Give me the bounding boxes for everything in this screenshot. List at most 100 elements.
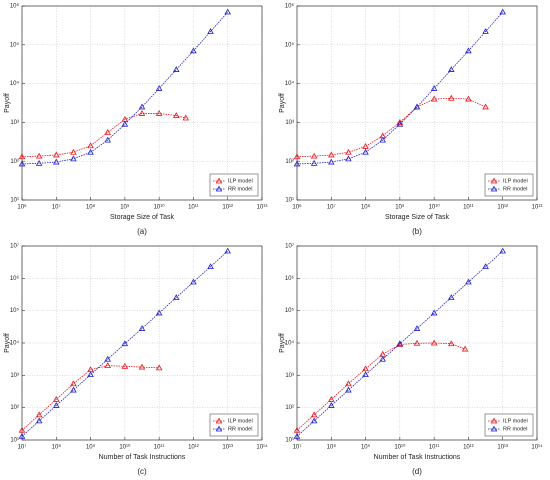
point-marker xyxy=(70,386,77,393)
series-line xyxy=(296,97,486,158)
legend-marker xyxy=(215,185,223,192)
caption: (b) xyxy=(412,227,422,236)
panel: 10⁶ 10⁷ 10⁸ 10⁹ 10¹⁰ 10¹¹ 10¹² 10¹³ 10¹ 10² 10³ 10⁴… xyxy=(279,3,542,237)
point-marker xyxy=(293,432,301,439)
panel: 10⁷ 10⁸ 10⁹ 10¹⁰ 10¹¹ 10¹² 10¹³ 10¹⁴ 10¹ 10² 10³ 10… xyxy=(4,243,268,477)
point-marker xyxy=(447,340,455,347)
x-tick-label: 10⁸ xyxy=(52,444,62,451)
x-tick-label: 10¹⁰ xyxy=(429,204,441,211)
y-tick-label: 10⁷ xyxy=(10,243,19,250)
point-marker xyxy=(104,362,111,369)
plot-area xyxy=(22,6,262,200)
point-marker xyxy=(328,402,335,408)
point-marker xyxy=(430,95,438,102)
point-marker xyxy=(461,345,469,352)
x-tick-label: 10⁹ xyxy=(395,204,405,211)
series-line xyxy=(21,365,160,431)
legend-marker xyxy=(490,185,498,192)
x-tick-label: 10⁷ xyxy=(293,444,302,451)
legend-box xyxy=(209,413,259,437)
legend-box xyxy=(209,173,259,197)
caption: (d) xyxy=(412,467,422,476)
series-line xyxy=(296,250,503,437)
point-marker xyxy=(104,355,111,362)
point-marker xyxy=(35,159,43,166)
point-marker xyxy=(104,136,111,143)
point-marker xyxy=(138,325,146,331)
point-marker xyxy=(18,426,26,433)
legend-marker xyxy=(215,417,223,424)
x-tick-label: 10⁹ xyxy=(361,444,371,451)
legend-label: ILP model xyxy=(228,418,253,424)
x-tick-label: 10¹³ xyxy=(497,445,508,451)
point-marker xyxy=(379,355,386,362)
point-marker xyxy=(224,247,231,254)
plot-frame xyxy=(21,5,263,201)
point-marker xyxy=(328,158,335,165)
point-marker xyxy=(379,136,386,143)
legend-label: ILP model xyxy=(228,178,253,184)
legend-marker xyxy=(490,417,498,424)
x-tick-label: 10¹⁰ xyxy=(119,444,131,451)
point-marker xyxy=(138,103,146,110)
panel: 10⁶ 10⁷ 10⁸ 10⁹ 10¹⁰ 10¹¹ 10¹² 10¹³ 10¹ 10² 10³ 10⁴… xyxy=(4,3,267,237)
y-tick-label: 10¹ xyxy=(10,198,19,204)
legend-label: ILP model xyxy=(503,178,528,184)
y-tick-label: 10³ xyxy=(285,373,294,379)
point-marker xyxy=(70,380,77,387)
x-axis-label: Number of Task Instructions xyxy=(374,454,461,461)
point-marker xyxy=(447,294,455,300)
caption: (a) xyxy=(137,227,147,236)
x-tick-label: 10⁸ xyxy=(327,444,337,451)
x-tick-label: 10¹² xyxy=(222,205,233,211)
point-marker xyxy=(155,364,163,371)
point-marker xyxy=(53,158,60,165)
point-marker xyxy=(465,278,472,285)
point-marker xyxy=(345,380,352,387)
y-axis-label: Payoff xyxy=(279,93,286,113)
point-marker xyxy=(482,28,489,34)
y-tick-label: 10¹ xyxy=(10,438,19,444)
legend-label: RR model xyxy=(228,426,252,432)
x-tick-label: 10¹² xyxy=(463,445,474,451)
point-marker xyxy=(345,155,352,162)
series-line xyxy=(296,11,504,165)
plot-frame xyxy=(296,5,538,201)
x-tick-label: 10¹² xyxy=(188,445,199,451)
point-marker xyxy=(207,28,214,34)
y-tick-label: 10⁶ xyxy=(10,275,20,282)
point-marker xyxy=(172,112,180,118)
x-tick-label: 10¹⁰ xyxy=(394,444,406,451)
point-marker xyxy=(87,148,94,155)
point-marker xyxy=(190,278,197,285)
y-tick-label: 10⁵ xyxy=(285,307,295,314)
y-tick-label: 10⁷ xyxy=(285,243,294,250)
plot-frame xyxy=(296,245,538,441)
point-marker xyxy=(482,263,489,270)
point-marker xyxy=(310,417,318,424)
point-marker xyxy=(328,395,335,402)
legend-box xyxy=(484,413,534,437)
x-tick-label: 10⁷ xyxy=(18,444,27,451)
y-tick-label: 10⁶ xyxy=(285,275,295,282)
point-marker xyxy=(35,152,43,159)
point-marker xyxy=(447,94,455,101)
y-tick-label: 10² xyxy=(10,159,19,165)
point-marker xyxy=(53,402,60,408)
point-marker xyxy=(430,85,438,91)
series-line xyxy=(21,113,186,158)
series-line xyxy=(296,342,466,431)
x-tick-label: 10¹¹ xyxy=(429,445,440,451)
point-marker xyxy=(345,386,352,393)
point-marker xyxy=(121,362,129,369)
point-marker xyxy=(190,47,197,54)
point-marker xyxy=(499,247,506,254)
point-marker xyxy=(121,340,129,347)
legend-label: RR model xyxy=(503,186,527,192)
point-marker xyxy=(35,417,43,424)
point-marker xyxy=(430,339,438,346)
point-marker xyxy=(87,371,94,378)
x-axis-label: Number of Task Instructions xyxy=(99,454,186,461)
y-tick-label: 10⁶ xyxy=(10,3,20,10)
